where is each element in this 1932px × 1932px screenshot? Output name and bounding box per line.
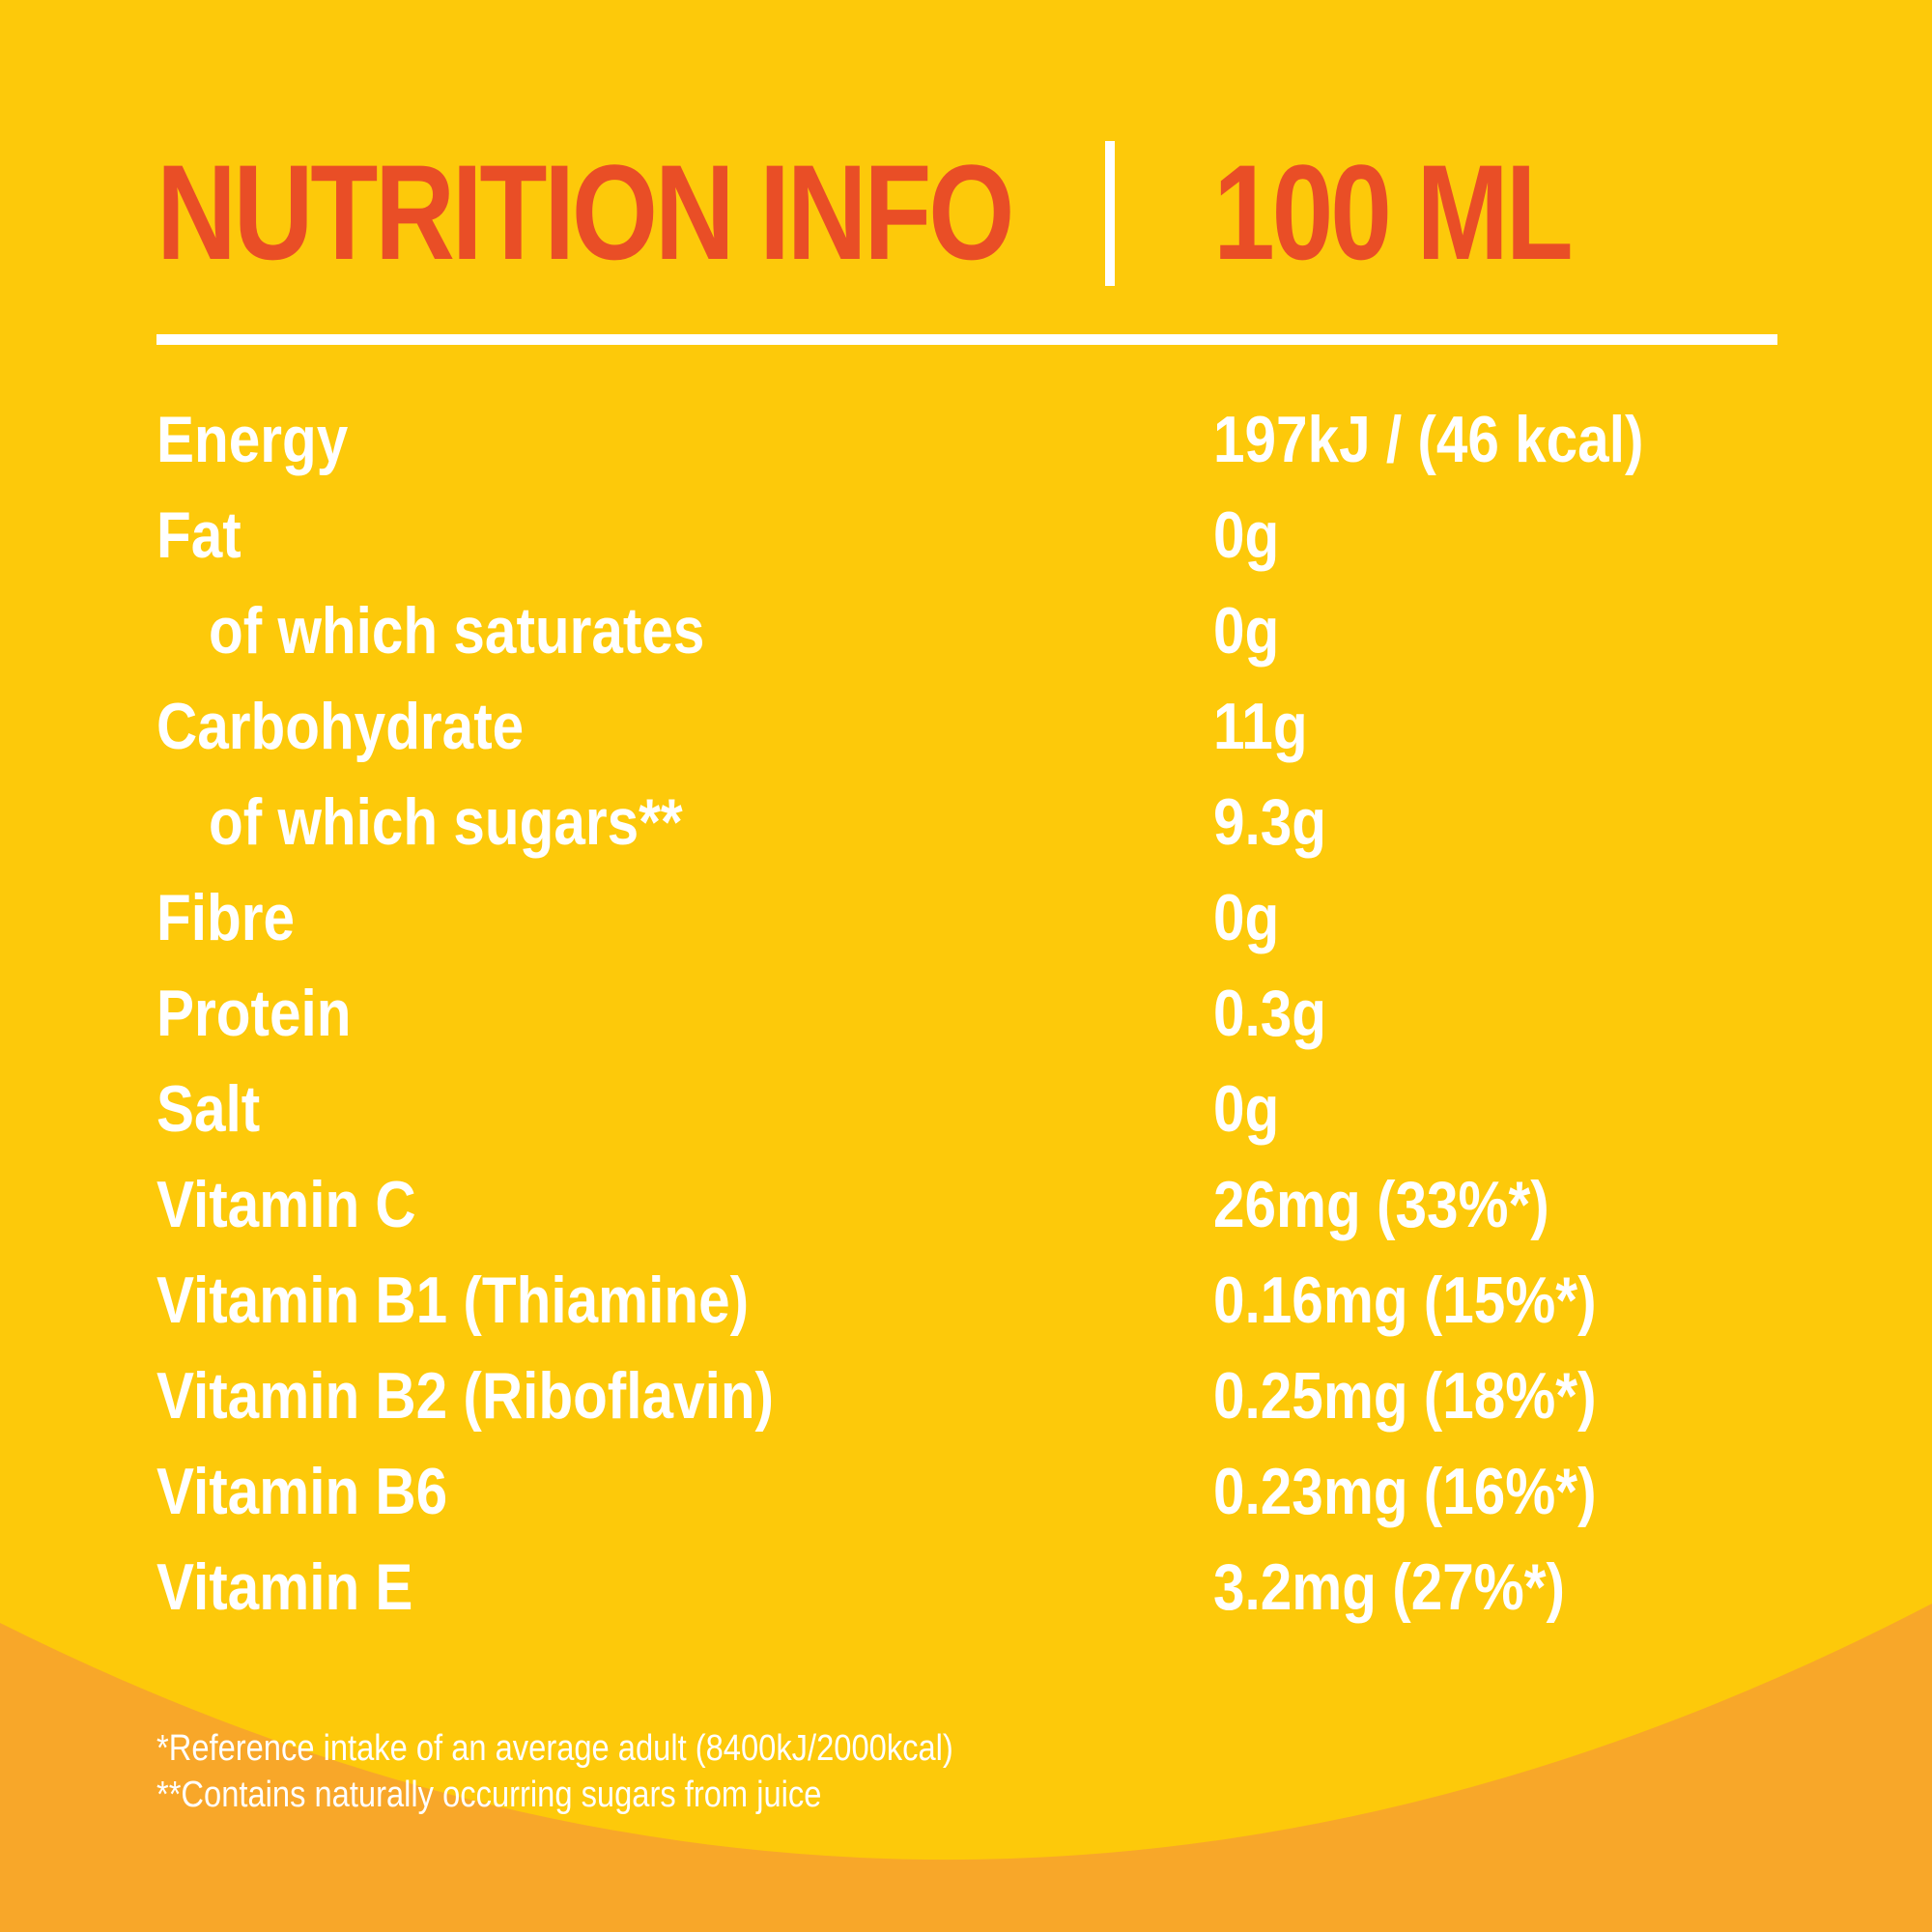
- nutrient-label: Fat: [156, 498, 242, 572]
- serving-size: 100 ML: [1213, 136, 1574, 288]
- table-row: Vitamin B1 (Thiamine) 0.16mg (15%*): [0, 1257, 1932, 1352]
- table-row: Protein 0.3g: [0, 970, 1932, 1065]
- nutrient-value: 9.3g: [1213, 785, 1327, 859]
- table-row: Fat 0g: [0, 492, 1932, 587]
- table-row: of which saturates 0g: [0, 587, 1932, 683]
- table-row: Salt 0g: [0, 1065, 1932, 1161]
- nutrient-label: Vitamin B1 (Thiamine): [156, 1264, 750, 1337]
- nutrient-value: 0.16mg (15%*): [1213, 1264, 1597, 1337]
- nutrient-label: Carbohydrate: [156, 690, 525, 763]
- nutrient-label: Fibre: [156, 881, 295, 954]
- page-title: NUTRITION INFO: [156, 136, 1014, 288]
- table-row: of which sugars** 9.3g: [0, 779, 1932, 874]
- nutrient-label: Vitamin C: [156, 1168, 416, 1241]
- table-row: Vitamin B6 0.23mg (16%*): [0, 1448, 1932, 1544]
- nutrient-value: 0.25mg (18%*): [1213, 1359, 1597, 1433]
- nutrient-value: 3.2mg (27%*): [1213, 1550, 1566, 1624]
- footnotes: *Reference intake of an average adult (8…: [156, 1725, 953, 1818]
- table-row: Vitamin C 26mg (33%*): [0, 1161, 1932, 1257]
- nutrient-value: 26mg (33%*): [1213, 1168, 1549, 1241]
- nutrient-value: 11g: [1213, 690, 1308, 763]
- orange-wave-shape: [0, 1604, 1932, 1932]
- nutrient-value: 0.23mg (16%*): [1213, 1455, 1597, 1528]
- footnote-sugars: **Contains naturally occurring sugars fr…: [156, 1775, 822, 1815]
- nutrient-value: 0g: [1213, 881, 1280, 954]
- table-row: Carbohydrate 11g: [0, 683, 1932, 779]
- footnote-reference-intake: *Reference intake of an average adult (8…: [156, 1728, 953, 1769]
- table-row: Fibre 0g: [0, 874, 1932, 970]
- header-rule: [156, 334, 1777, 345]
- nutrient-value: 0g: [1213, 1072, 1280, 1146]
- nutrient-value: 0g: [1213, 594, 1280, 668]
- nutrient-label: Vitamin E: [156, 1550, 413, 1624]
- nutrient-label: Protein: [156, 977, 352, 1050]
- nutrient-label: Vitamin B2 (Riboflavin): [156, 1359, 775, 1433]
- nutrient-sublabel: of which sugars**: [209, 785, 683, 859]
- nutrient-label: Vitamin B6: [156, 1455, 448, 1528]
- nutrient-label: Energy: [156, 403, 349, 476]
- nutrient-label: Salt: [156, 1072, 261, 1146]
- nutrient-sublabel: of which saturates: [209, 594, 705, 668]
- nutrient-value: 0g: [1213, 498, 1280, 572]
- nutrient-value: 197kJ / (46 kcal): [1213, 403, 1644, 476]
- table-row: Vitamin E 3.2mg (27%*): [0, 1544, 1932, 1639]
- nutrition-table: Energy 197kJ / (46 kcal) Fat 0g of which…: [0, 396, 1932, 1639]
- title-divider: [1105, 141, 1115, 286]
- table-row: Vitamin B2 (Riboflavin) 0.25mg (18%*): [0, 1352, 1932, 1448]
- table-row: Energy 197kJ / (46 kcal): [0, 396, 1932, 492]
- nutrient-value: 0.3g: [1213, 977, 1327, 1050]
